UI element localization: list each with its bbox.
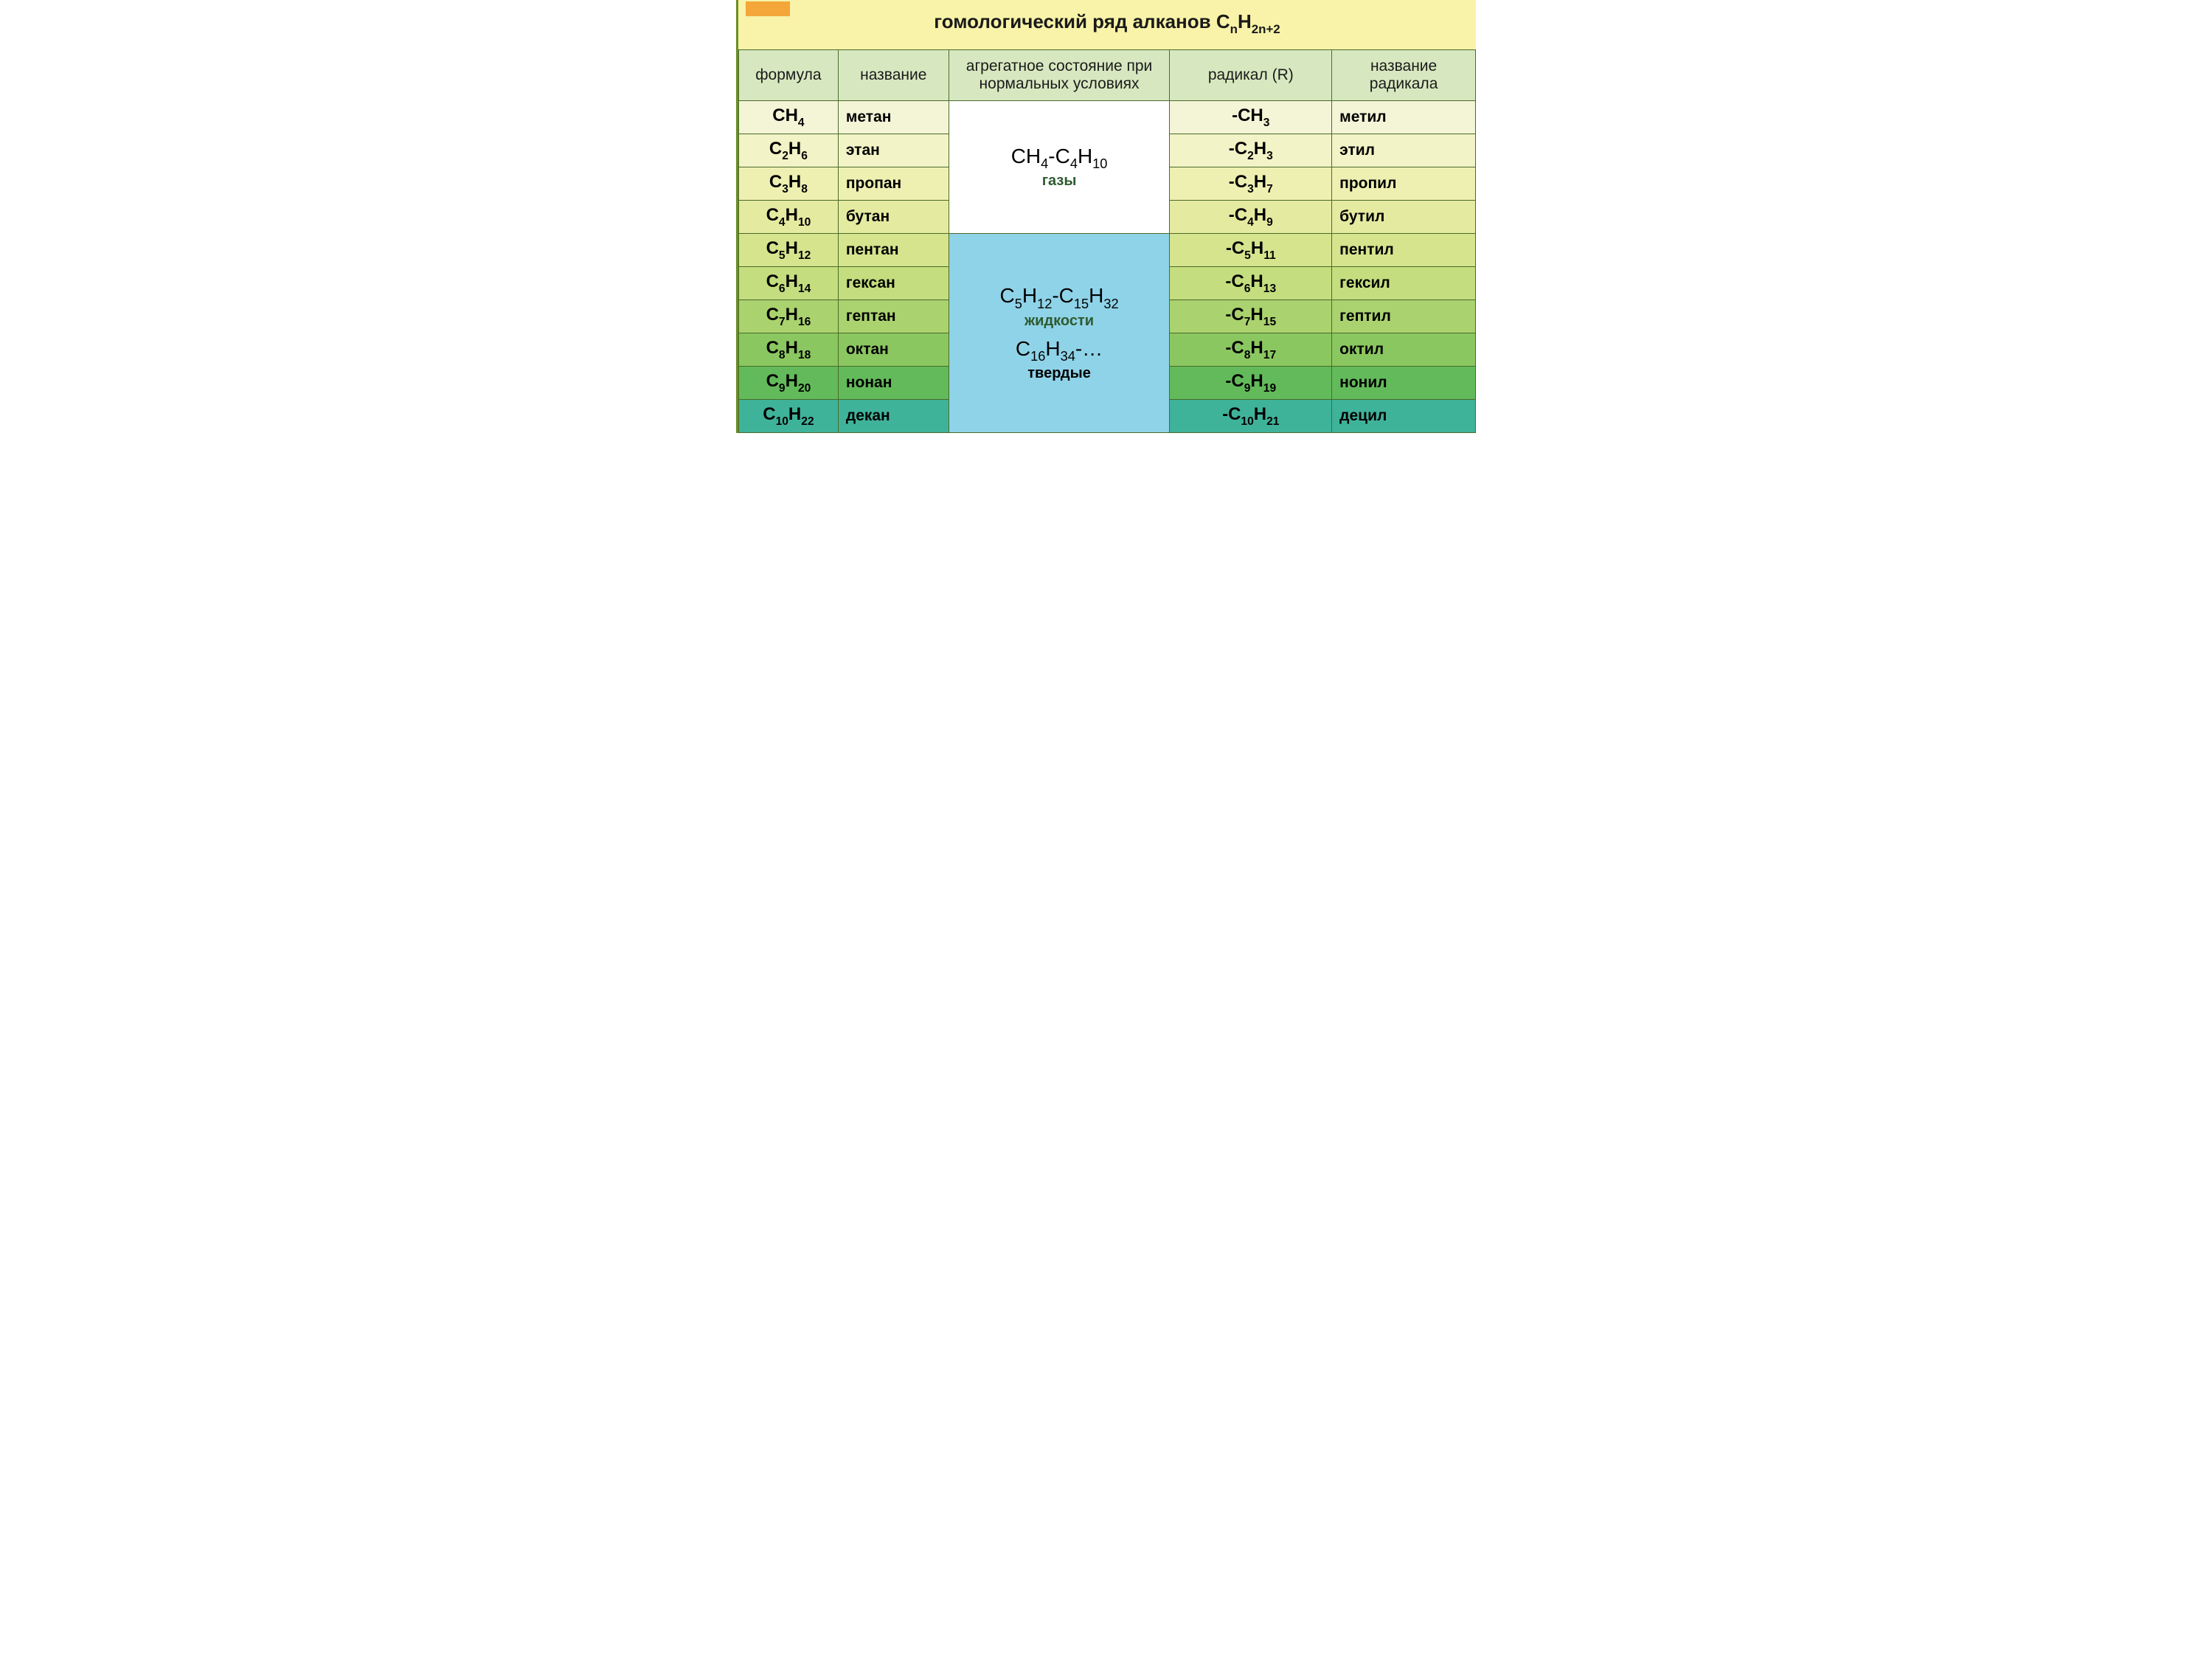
alkanes-table: формуланазваниеагрегатное состояние при … xyxy=(738,49,1476,433)
radical-name: этил xyxy=(1332,137,1475,164)
name: гексан xyxy=(839,270,949,297)
state-label: твердые xyxy=(954,365,1165,382)
name: пентан xyxy=(839,237,949,263)
state-formula: C5H12-C15H32 xyxy=(954,284,1165,311)
col-header-4: название радикала xyxy=(1332,50,1476,101)
formula: C9H20 xyxy=(739,367,838,399)
radical-name: децил xyxy=(1332,403,1475,429)
formula: C2H6 xyxy=(739,134,838,167)
radical-name: октил xyxy=(1332,336,1475,363)
accent-bar xyxy=(746,1,790,16)
radical: -C4H9 xyxy=(1170,201,1331,233)
formula: C10H22 xyxy=(739,400,838,432)
name: нонан xyxy=(839,370,949,396)
page-wrap: гомологический ряд алканов CnH2n+2 форму… xyxy=(736,0,1476,433)
name: пропан xyxy=(839,170,949,197)
radical-name: гексил xyxy=(1332,270,1475,297)
radical-name: нонил xyxy=(1332,370,1475,396)
col-header-1: название xyxy=(838,50,949,101)
radical: -C7H15 xyxy=(1170,300,1331,333)
name: октан xyxy=(839,336,949,363)
radical: -C3H7 xyxy=(1170,167,1331,200)
formula: CH4 xyxy=(739,101,838,134)
name: метан xyxy=(839,104,949,131)
radical: -C5H11 xyxy=(1170,234,1331,266)
radical: -C8H17 xyxy=(1170,333,1331,366)
radical-name: пропил xyxy=(1332,170,1475,197)
name: бутан xyxy=(839,204,949,230)
state-label: жидкости xyxy=(954,313,1165,330)
formula: C7H16 xyxy=(739,300,838,333)
page-title: гомологический ряд алканов CnH2n+2 xyxy=(738,0,1476,49)
col-header-0: формула xyxy=(739,50,839,101)
name: этан xyxy=(839,137,949,164)
state-cell: CH4-C4H10газы xyxy=(949,101,1170,234)
table-row: CH4метанCH4-C4H10газы-CH3метил xyxy=(739,101,1476,134)
name: декан xyxy=(839,403,949,429)
radical-name: бутил xyxy=(1332,204,1475,230)
formula: C5H12 xyxy=(739,234,838,266)
state-cell: C5H12-C15H32 жидкости C16H34-…твердые xyxy=(949,234,1170,433)
radical-name: метил xyxy=(1332,104,1475,131)
formula: C6H14 xyxy=(739,267,838,299)
radical: -C2H3 xyxy=(1170,134,1331,167)
table-row: C5H12пентанC5H12-C15H32жидкостиC16H34-…т… xyxy=(739,234,1476,267)
radical-name: гептил xyxy=(1332,303,1475,330)
radical-name: пентил xyxy=(1332,237,1475,263)
state-label: газы xyxy=(954,173,1165,190)
radical: -C9H19 xyxy=(1170,367,1331,399)
col-header-2: агрегатное состояние при нормальных усло… xyxy=(949,50,1170,101)
formula: C4H10 xyxy=(739,201,838,233)
formula: C8H18 xyxy=(739,333,838,366)
name: гептан xyxy=(839,303,949,330)
formula: C3H8 xyxy=(739,167,838,200)
table-header-row: формуланазваниеагрегатное состояние при … xyxy=(739,50,1476,101)
state-formula: C16H34-… xyxy=(954,337,1165,364)
col-header-3: радикал (R) xyxy=(1170,50,1332,101)
radical: -C6H13 xyxy=(1170,267,1331,299)
state-formula: CH4-C4H10 xyxy=(954,145,1165,172)
radical: -CH3 xyxy=(1170,101,1331,134)
radical: -C10H21 xyxy=(1170,400,1331,432)
